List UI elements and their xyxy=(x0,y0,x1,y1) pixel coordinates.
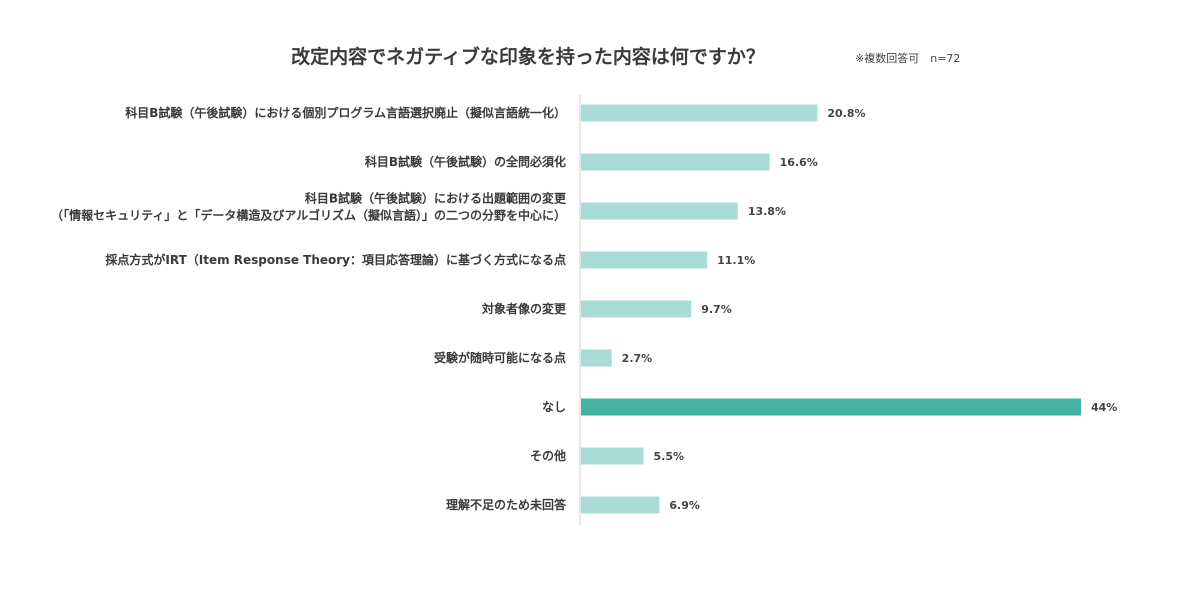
bars-group xyxy=(581,104,1081,514)
category-labels-group: 科目B試験（午後試験）における個別プログラム言語選択廃止（擬似言語統一化） 科目B… xyxy=(51,105,567,512)
value-label-9: 6.9% xyxy=(669,499,700,512)
category-label-3-line-2: （「情報セキュリティ」と「データ構造及びアルゴリズム（擬似言語）」の二つの分野を… xyxy=(51,208,566,223)
category-label-9: 理解不足のため未回答 xyxy=(446,497,567,512)
bar-5 xyxy=(581,300,692,318)
category-label-5: 対象者像の変更 xyxy=(481,301,567,316)
value-label-5: 9.7% xyxy=(701,303,732,316)
category-label-7: なし xyxy=(542,400,566,414)
value-label-7: 44% xyxy=(1091,401,1117,414)
bar-3 xyxy=(581,202,738,220)
category-label-4: 採点方式がIRT（Item Response Theory：項目応答理論）に基づ… xyxy=(105,252,566,267)
value-label-4: 11.1% xyxy=(717,254,755,267)
value-label-2: 16.6% xyxy=(780,156,818,169)
value-label-3: 13.8% xyxy=(748,205,786,218)
bar-2 xyxy=(581,153,770,171)
bar-9 xyxy=(581,496,660,514)
value-label-1: 20.8% xyxy=(827,107,865,120)
category-label-1: 科目B試験（午後試験）における個別プログラム言語選択廃止（擬似言語統一化） xyxy=(125,105,566,120)
category-label-8: その他 xyxy=(530,448,566,463)
category-label-6: 受験が随時可能になる点 xyxy=(434,350,566,365)
value-labels-group: 20.8% 16.6% 13.8% 11.1% 9.7% 2.7% 44% 5.5% 6.9% xyxy=(622,107,1118,512)
bar-4 xyxy=(581,251,708,269)
category-label-3-line-1: 科目B試験（午後試験）における出題範囲の変更 xyxy=(305,191,567,206)
category-label-2: 科目B試験（午後試験）の全問必須化 xyxy=(365,154,566,169)
bar-7 xyxy=(581,398,1081,416)
bar-6 xyxy=(581,349,612,367)
chart-title: 改定内容でネガティブな印象を持った内容は何ですか？ xyxy=(291,45,765,68)
value-label-6: 2.7% xyxy=(622,352,653,365)
bar-8 xyxy=(581,447,644,465)
chart-note: ※複数回答可 n=72 xyxy=(855,51,960,65)
value-label-8: 5.5% xyxy=(654,450,685,463)
bar-1 xyxy=(581,104,818,122)
